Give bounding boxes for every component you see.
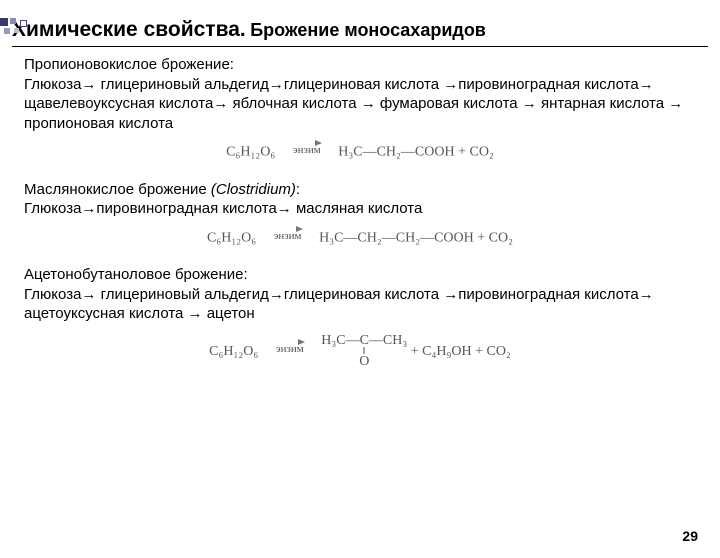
section-acetone-butanol: Ацетонобутаноловое брожение: Глюкоза→ гл… [24,265,696,369]
heading-text: Маслянокислое брожение [24,181,211,198]
page-number: 29 [682,528,698,544]
eq-right-tail: + C₄H₉OH + CO₂ [411,344,511,359]
section-pathway: Глюкоза→пировиноградная кислота→ масляна… [24,199,696,219]
section-pathway: Глюкоза→ глицериновый альдегид→глицерино… [24,75,696,134]
section-heading: Пропионовокислое брожение: [24,55,696,75]
reaction-arrow: энзим [279,143,335,161]
section-heading: Маслянокислое брожение (Clostridium): [24,180,696,200]
eq-right: H₃C—CH₂—COOH + CO₂ [338,144,494,159]
heading-tail: : [296,181,300,198]
eq-right: H₃C—CH₂—CH₂—COOH + CO₂ [319,230,513,245]
eq-left: C₆H₁₂O₆ [226,144,275,159]
title-bar: Химические свойства. Брожение моносахари… [12,18,708,47]
section-propionic: Пропионовокислое брожение: Глюкоза→ глиц… [24,55,696,162]
equation: C₆H₁₂O₆ энзим H₃C—C—CH₃ ‖ O + C₄H₉OH + C… [24,334,696,370]
acetone-structure: H₃C—C—CH₃ ‖ O [321,334,407,370]
content-area: Пропионовокислое брожение: Глюкоза→ глиц… [0,47,720,369]
reaction-arrow: энзим [262,342,318,360]
equation: C₆H₁₂O₆ энзим H₃C—CH₂—CH₂—COOH + CO₂ [24,229,696,248]
section-pathway: Глюкоза→ глицериновый альдегид→глицерино… [24,285,696,324]
eq-left: C₆H₁₂O₆ [209,344,258,359]
reaction-arrow: энзим [260,229,316,247]
eq-left: C₆H₁₂O₆ [207,230,256,245]
section-butyric: Маслянокислое брожение (Clostridium): Гл… [24,180,696,248]
page-subtitle: Брожение моносахаридов [250,20,486,40]
section-heading: Ацетонобутаноловое брожение: [24,265,696,285]
heading-italic: (Clostridium) [211,181,296,198]
corner-decoration [0,18,50,36]
equation: C₆H₁₂O₆ энзим H₃C—CH₂—COOH + CO₂ [24,143,696,162]
struct-bot: O [321,355,407,369]
